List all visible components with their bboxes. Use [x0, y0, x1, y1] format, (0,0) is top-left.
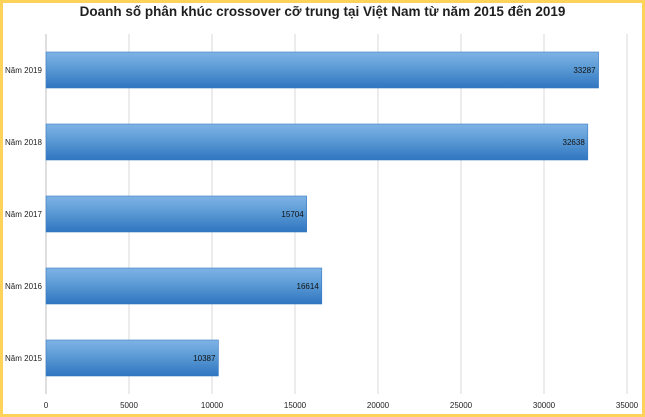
x-tick-label: 0	[44, 401, 49, 410]
bar	[45, 267, 323, 305]
category-label: Năm 2016	[5, 282, 42, 291]
bar	[45, 51, 599, 89]
value-label: 15704	[281, 210, 304, 219]
labels: 0 5000 10000 15000 20000 25000 30000 35000 Năm 2…	[5, 66, 639, 410]
value-label: 32638	[563, 138, 586, 147]
bar	[45, 195, 307, 233]
category-label: Năm 2019	[5, 66, 42, 75]
x-tick-label: 5000	[120, 401, 138, 410]
x-tick-label: 20000	[367, 401, 390, 410]
value-label: 16614	[297, 282, 320, 291]
category-label: Năm 2018	[5, 138, 42, 147]
value-label: 10387	[193, 354, 216, 363]
bar	[45, 123, 589, 161]
category-label: Năm 2015	[5, 354, 42, 363]
chart-title: Doanh số phân khúc crossover cỡ trung tạ…	[79, 4, 566, 19]
x-tick-label: 25000	[450, 401, 473, 410]
category-label: Năm 2017	[5, 210, 42, 219]
x-tick-label: 15000	[284, 401, 307, 410]
value-label: 33287	[573, 66, 596, 75]
bars	[45, 51, 599, 377]
x-tick-label: 10000	[201, 401, 224, 410]
x-tick-label: 35000	[616, 401, 639, 410]
x-tick-label: 30000	[533, 401, 556, 410]
bar	[45, 339, 219, 377]
